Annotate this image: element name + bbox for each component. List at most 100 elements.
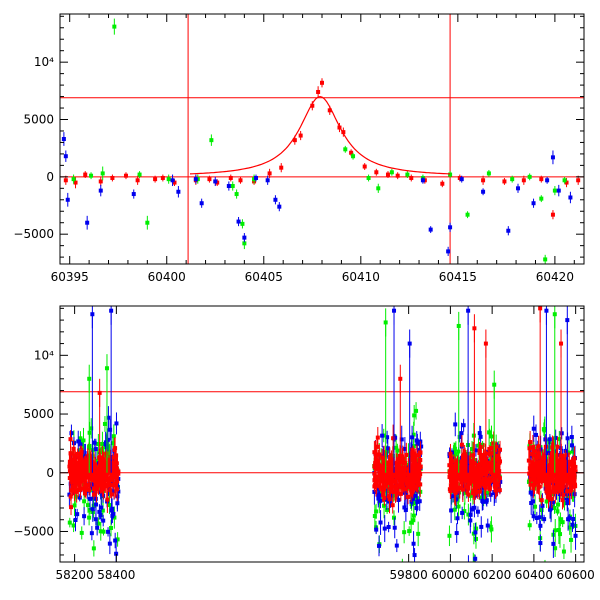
data-point — [112, 464, 117, 469]
data-point — [402, 446, 407, 451]
data-point — [475, 509, 480, 514]
data-point — [481, 479, 486, 484]
data-point — [378, 498, 383, 503]
data-point — [497, 488, 502, 493]
data-point — [106, 415, 111, 420]
data-point — [86, 483, 91, 488]
data-point — [528, 440, 533, 445]
data-point — [469, 468, 474, 473]
data-point — [228, 175, 233, 180]
data-point — [527, 446, 532, 451]
data-point — [389, 170, 394, 175]
data-point — [374, 444, 379, 449]
data-point — [491, 441, 496, 446]
data-point — [543, 458, 548, 463]
data-point — [85, 220, 90, 225]
data-point — [446, 249, 451, 254]
data-point — [529, 469, 534, 474]
data-point — [462, 490, 467, 495]
data-point — [391, 493, 396, 498]
data-point — [481, 189, 486, 194]
data-point — [556, 528, 561, 533]
data-point — [412, 479, 417, 484]
data-point — [549, 506, 554, 511]
data-point — [298, 133, 303, 138]
data-point — [390, 457, 395, 462]
data-point — [486, 171, 491, 176]
data-point — [558, 517, 563, 522]
data-point — [404, 479, 409, 484]
data-point — [457, 434, 462, 439]
data-point — [452, 486, 457, 491]
data-point — [414, 453, 419, 458]
data-point — [476, 443, 481, 448]
x-tick-label: 58200 — [56, 568, 94, 582]
data-point — [83, 481, 88, 486]
data-point — [392, 525, 397, 530]
data-point — [545, 178, 550, 183]
data-point — [468, 459, 473, 464]
data-point — [410, 473, 415, 478]
data-point — [96, 473, 101, 478]
data-point — [510, 177, 515, 182]
data-point — [576, 178, 581, 183]
data-point — [530, 445, 535, 450]
zoom-panel: 60395 60400 60405 60410 60415 60420 −5000 0 5000… — [13, 13, 585, 284]
data-point — [491, 477, 496, 482]
data-point — [68, 437, 73, 442]
data-point — [557, 492, 562, 497]
data-point — [382, 526, 387, 531]
data-point — [462, 509, 467, 514]
data-point — [571, 516, 576, 521]
data-point — [412, 451, 417, 456]
data-point — [110, 513, 115, 518]
data-point — [459, 177, 464, 182]
data-point — [459, 475, 464, 480]
data-point — [487, 479, 492, 484]
data-point — [480, 468, 485, 473]
data-point — [106, 529, 111, 534]
data-point — [407, 468, 412, 473]
data-point — [453, 490, 458, 495]
data-point — [489, 434, 494, 439]
data-point — [481, 178, 486, 183]
data-point — [74, 489, 79, 494]
data-point — [97, 509, 102, 514]
data-point — [555, 486, 560, 491]
data-point — [466, 485, 471, 490]
data-point — [376, 462, 381, 467]
data-point — [452, 446, 457, 451]
data-point — [551, 442, 556, 447]
data-point — [153, 177, 158, 182]
data-point — [481, 490, 486, 495]
data-point — [100, 508, 105, 513]
data-point — [545, 480, 550, 485]
data-point — [87, 487, 92, 492]
data-point — [391, 436, 396, 441]
data-point — [539, 508, 544, 513]
data-point — [320, 80, 324, 85]
data-point — [485, 490, 490, 495]
data-point — [103, 442, 108, 447]
data-point — [418, 464, 423, 469]
data-point — [559, 463, 564, 468]
data-point — [406, 452, 411, 457]
data-point — [70, 473, 75, 478]
data-point — [572, 479, 577, 484]
data-point — [111, 434, 116, 439]
data-point — [414, 408, 419, 413]
data-point — [400, 478, 405, 483]
data-point — [390, 503, 395, 508]
data-point — [105, 437, 110, 442]
data-point — [546, 472, 551, 477]
data-point — [448, 488, 453, 493]
data-point — [412, 493, 417, 498]
data-point — [69, 477, 74, 482]
data-point — [555, 444, 560, 449]
data-point — [414, 506, 419, 511]
data-point — [416, 468, 421, 473]
data-point — [542, 517, 547, 522]
data-point — [115, 479, 120, 484]
data-point — [63, 178, 68, 183]
data-point — [199, 201, 204, 206]
